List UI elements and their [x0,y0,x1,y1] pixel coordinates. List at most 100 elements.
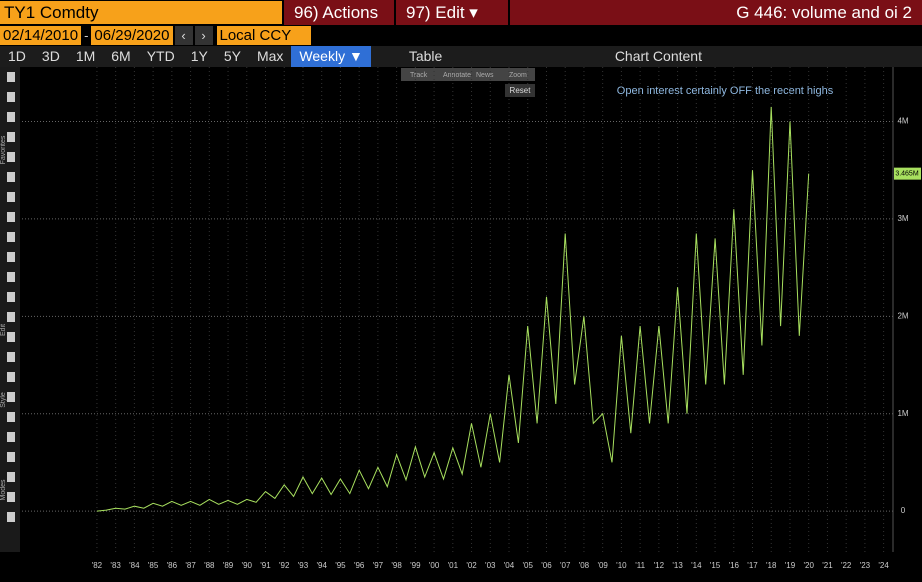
end-date[interactable]: 06/29/2020 [91,26,173,45]
start-date[interactable]: 02/14/2010 [0,26,82,45]
sidebar-label: Modes [0,479,7,501]
annotation: Open interest certainly OFF the recent h… [617,85,834,97]
frequency[interactable]: Weekly ▼ [291,46,371,67]
tool-icon [7,452,15,462]
tool-icon [7,352,15,362]
period-button[interactable]: YTD [146,48,175,64]
next-button[interactable]: › [194,26,213,45]
x-tick-label: '10 [616,561,627,570]
x-tick-label: '23 [860,561,871,570]
y-tick-label: 3M [897,214,908,223]
value-label: 3.465M [895,170,919,177]
x-tick-label: '24 [878,561,889,570]
data-line [96,106,810,512]
x-tick-label: '88 [204,561,215,570]
tool-icon [7,212,15,222]
tool-icon [7,332,15,342]
y-tick-label: 0 [901,506,906,515]
tool-icon [7,172,15,182]
tool-icon [7,112,15,122]
tool-icon [7,472,15,482]
tool-strip [401,68,535,81]
tool-button[interactable]: News [476,72,494,79]
x-tick-label: '94 [316,561,327,570]
table-button[interactable]: Table [408,48,443,64]
period-button[interactable]: Max [256,48,284,64]
reset-button[interactable] [505,84,535,97]
sidebar-label: Edit [0,324,7,336]
tool-button[interactable]: Annotate [443,72,471,79]
header: TY1 Comdty 96) Actions ▾ 97) Edit ▾ G 44… [0,0,922,47]
x-tick-label: '00 [429,561,440,570]
x-tick-label: '92 [279,561,290,570]
x-tick-label: '96 [354,561,365,570]
tool-icon [7,432,15,442]
y-tick-label: 4M [897,117,908,126]
tool-icon [7,372,15,382]
x-tick-label: '15 [710,561,721,570]
prev-button[interactable]: ‹ [174,26,193,45]
period-button[interactable]: 1D [8,48,26,64]
period-button[interactable]: 1M [75,48,96,64]
tool-icon [7,512,15,522]
date-bar: 02/14/2010 - 06/29/2020 ‹ › Local CCY [0,26,922,45]
x-tick-label: '93 [298,561,309,570]
period-button[interactable]: 6M [111,48,131,64]
x-tick-label: '13 [672,561,683,570]
tool-icon [7,152,15,162]
tool-icon [7,72,15,82]
tool-icon [7,492,15,502]
period-button[interactable]: 3D [41,48,60,64]
ticker-input[interactable]: TY1 Comdty [0,1,282,24]
x-tick-label: '20 [803,561,814,570]
x-tick-label: '87 [185,561,196,570]
tool-icon [7,252,15,262]
x-tick-label: '84 [129,561,140,570]
y-tick-label: 2M [897,311,908,320]
x-tick-label: '82 [92,561,103,570]
x-tick-label: '91 [260,561,271,570]
sidebar [0,67,20,552]
separator: - [84,28,89,43]
periods: 1D 3D 1M 6M YTD 1Y 5Y Max [0,46,291,67]
reset-label[interactable]: Reset [510,86,532,95]
tool-icon [7,192,15,202]
x-tick-label: '09 [597,561,608,570]
page-title: G 446: volume and oi 2 [510,0,922,25]
tool-button[interactable]: Zoom [509,72,527,79]
x-tick-label: '90 [242,561,253,570]
x-tick-label: '85 [148,561,159,570]
currency-select[interactable]: Local CCY [216,26,311,45]
value-tag [894,167,921,180]
chart-content[interactable]: Chart Content [614,48,702,64]
y-tick-label: 1M [897,409,908,418]
tool-button[interactable]: Track [410,72,428,79]
tool-icon [7,232,15,242]
x-tick-label: '22 [841,561,852,570]
actions-menu[interactable]: 96) Actions ▾ [284,0,394,47]
x-tick-label: '05 [523,561,534,570]
x-tick-label: '01 [448,561,459,570]
x-tick-label: '95 [335,561,346,570]
tool-icon [7,312,15,322]
x-tick-label: '18 [766,561,777,570]
x-tick-label: '16 [729,561,740,570]
tool-icon [7,392,15,402]
tool-icon [7,412,15,422]
x-tick-label: '08 [579,561,590,570]
x-tick-label: '12 [654,561,665,570]
x-tick-label: '83 [110,561,121,570]
period-button[interactable]: 5Y [223,48,241,64]
x-tick-label: '07 [560,561,571,570]
x-tick-label: '21 [822,561,833,570]
x-tick-label: '11 [635,561,645,570]
x-tick-label: '02 [466,561,477,570]
x-tick-label: '98 [391,561,402,570]
x-tick-label: '89 [223,561,234,570]
sidebar-label: Style [0,392,7,408]
period-button[interactable]: 1Y [190,48,208,64]
edit-menu[interactable]: 97) Edit ▾ [396,0,508,25]
x-tick-label: '03 [485,561,496,570]
